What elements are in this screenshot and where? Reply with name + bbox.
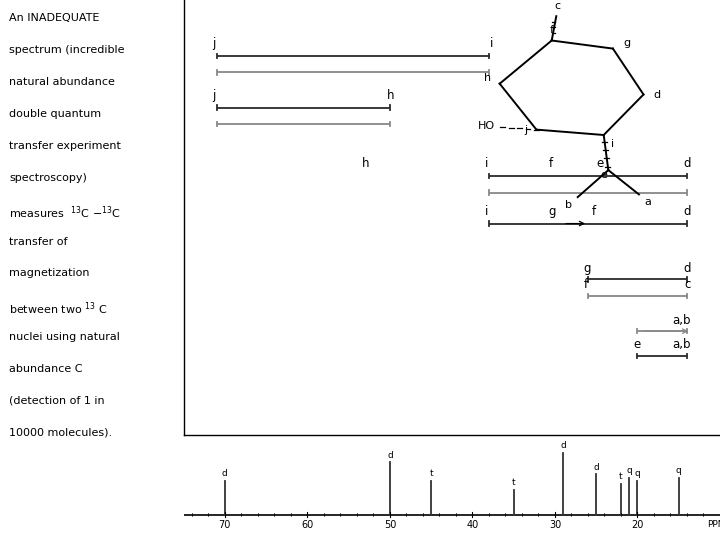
Text: f: f bbox=[592, 205, 596, 219]
Text: g: g bbox=[623, 38, 630, 48]
Text: (detection of 1 in: (detection of 1 in bbox=[9, 396, 105, 406]
Text: f: f bbox=[584, 278, 588, 292]
Text: i: i bbox=[611, 139, 614, 150]
Text: h: h bbox=[361, 157, 369, 170]
Text: PPM: PPM bbox=[708, 520, 720, 529]
Text: natural abundance: natural abundance bbox=[9, 77, 115, 87]
Text: d: d bbox=[222, 469, 228, 478]
Text: d: d bbox=[560, 441, 566, 450]
Text: 50: 50 bbox=[384, 520, 396, 530]
Text: h: h bbox=[387, 89, 394, 102]
Text: e: e bbox=[597, 157, 604, 170]
Text: HO: HO bbox=[478, 120, 495, 131]
Text: 30: 30 bbox=[549, 520, 561, 530]
Text: magnetization: magnetization bbox=[9, 268, 90, 279]
Text: f: f bbox=[549, 25, 554, 35]
Text: 70: 70 bbox=[219, 520, 231, 530]
Text: d: d bbox=[683, 205, 691, 219]
Text: i: i bbox=[485, 157, 488, 170]
Text: a,b: a,b bbox=[672, 314, 691, 327]
Text: j: j bbox=[524, 125, 527, 134]
Text: c: c bbox=[554, 1, 561, 11]
Text: b: b bbox=[565, 200, 572, 210]
Text: e: e bbox=[600, 170, 607, 180]
Text: t: t bbox=[429, 469, 433, 478]
Text: transfer of: transfer of bbox=[9, 237, 68, 247]
Text: d: d bbox=[683, 157, 691, 170]
Text: between two $^{13}$ C: between two $^{13}$ C bbox=[9, 300, 108, 317]
Text: g: g bbox=[584, 262, 591, 275]
Text: j: j bbox=[212, 89, 216, 102]
Text: g: g bbox=[548, 205, 556, 219]
Text: f: f bbox=[549, 157, 553, 170]
Text: h: h bbox=[484, 73, 491, 83]
Text: t: t bbox=[619, 472, 623, 481]
Text: i: i bbox=[490, 37, 493, 50]
Text: d: d bbox=[593, 463, 599, 472]
Text: d: d bbox=[683, 262, 691, 275]
Text: 20: 20 bbox=[631, 520, 644, 530]
Text: measures  $^{13}$C $-^{13}$C: measures $^{13}$C $-^{13}$C bbox=[9, 205, 121, 221]
Text: t: t bbox=[512, 478, 516, 488]
Text: q: q bbox=[626, 466, 632, 475]
Text: d: d bbox=[387, 450, 393, 460]
Text: a,b: a,b bbox=[672, 339, 691, 352]
Text: nuclei using natural: nuclei using natural bbox=[9, 332, 120, 342]
Text: 40: 40 bbox=[467, 520, 479, 530]
Text: c: c bbox=[685, 278, 691, 292]
Text: j: j bbox=[212, 37, 216, 50]
Text: i: i bbox=[485, 205, 488, 219]
Text: spectroscopy): spectroscopy) bbox=[9, 173, 87, 183]
Text: q: q bbox=[676, 466, 682, 475]
Text: spectrum (incredible: spectrum (incredible bbox=[9, 45, 125, 56]
Text: q: q bbox=[634, 469, 640, 478]
Text: transfer experiment: transfer experiment bbox=[9, 141, 121, 151]
Text: 10000 molecules).: 10000 molecules). bbox=[9, 428, 112, 438]
Text: An INADEQUATE: An INADEQUATE bbox=[9, 14, 99, 24]
Text: a: a bbox=[644, 197, 652, 207]
Text: abundance C: abundance C bbox=[9, 364, 83, 374]
Text: d: d bbox=[654, 90, 661, 99]
Text: double quantum: double quantum bbox=[9, 109, 102, 119]
Text: e: e bbox=[634, 339, 641, 352]
Text: 60: 60 bbox=[301, 520, 313, 530]
